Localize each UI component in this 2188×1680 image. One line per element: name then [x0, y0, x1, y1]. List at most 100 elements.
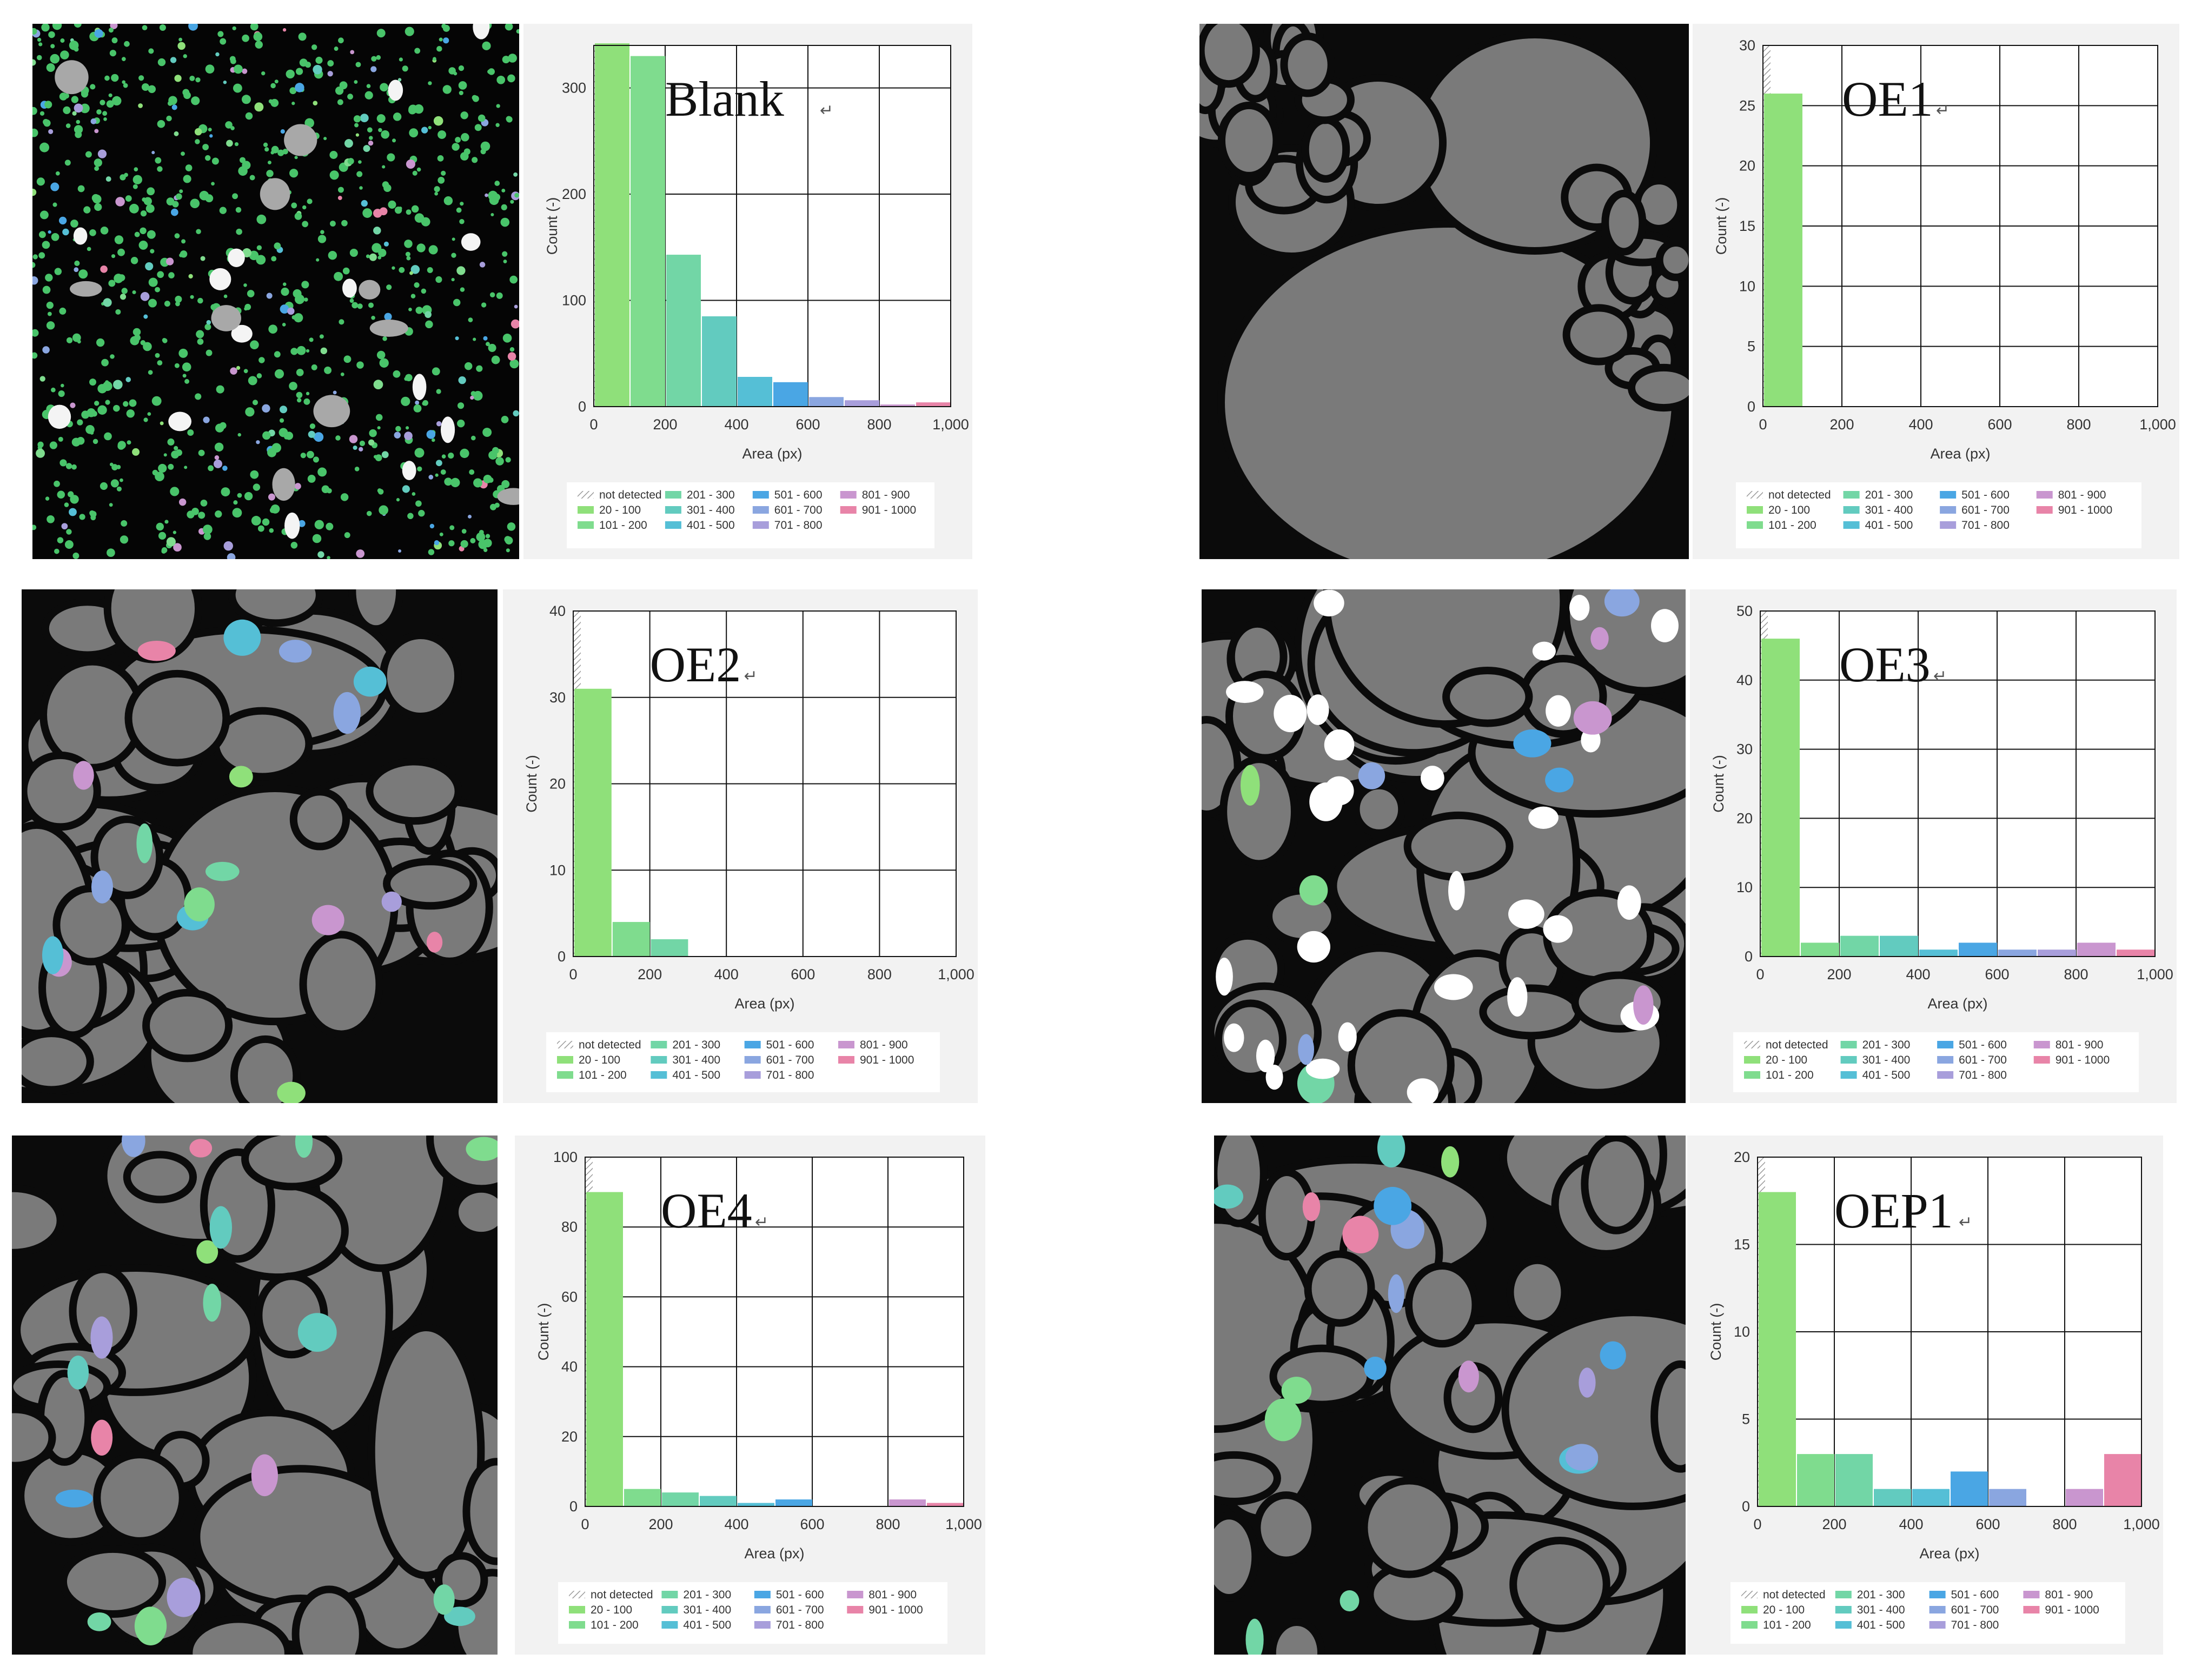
- droplet: [214, 442, 224, 452]
- droplet: [399, 207, 402, 210]
- droplet: [302, 221, 309, 228]
- legend-label: 201 - 300: [1865, 489, 1913, 501]
- legend-swatch: [569, 1621, 585, 1629]
- bubble-cell: [228, 589, 323, 627]
- bubble-cell: [1268, 1618, 1325, 1655]
- droplet: [267, 161, 271, 165]
- droplet: [111, 74, 119, 82]
- droplet: [242, 34, 249, 42]
- legend-swatch: [661, 1591, 678, 1598]
- detected-droplet: [251, 1454, 278, 1497]
- bubble-cell: [1352, 781, 1406, 837]
- droplet: [329, 170, 339, 180]
- droplet: [382, 336, 387, 341]
- droplet: [181, 239, 186, 244]
- bubble-cell: [1501, 1309, 1686, 1510]
- y-tick-label: 0: [578, 399, 586, 415]
- droplet: [208, 465, 214, 472]
- bubble-cell: [366, 758, 462, 825]
- droplet: [32, 188, 37, 196]
- droplet: [356, 361, 364, 369]
- droplet: [377, 426, 381, 430]
- droplet: [338, 37, 344, 44]
- droplet: [115, 309, 121, 315]
- droplet: [247, 290, 255, 297]
- droplet: [457, 420, 465, 428]
- droplet: [380, 83, 388, 92]
- droplet: [132, 328, 141, 336]
- legend-label: 101 - 200: [1768, 519, 1816, 532]
- detected-droplet: [466, 1137, 498, 1161]
- droplet: [441, 170, 446, 176]
- droplet: [368, 439, 375, 446]
- droplet: [257, 525, 264, 532]
- legend-swatch: [1940, 521, 1957, 529]
- droplet: [373, 380, 383, 390]
- droplet: [38, 42, 43, 47]
- droplet: [118, 274, 125, 282]
- droplet: [344, 139, 353, 148]
- detected-droplet: [1338, 1022, 1357, 1052]
- droplet: [45, 496, 50, 501]
- droplet: [62, 228, 69, 236]
- droplet: [339, 319, 344, 325]
- droplet: [316, 258, 320, 262]
- droplet: [85, 151, 92, 158]
- droplet: [166, 115, 172, 122]
- droplet: [215, 423, 224, 433]
- bar-901-1000: [927, 1503, 964, 1506]
- detected-droplet: [1546, 695, 1571, 727]
- bar-901-1000: [2117, 949, 2155, 957]
- droplet: [488, 343, 496, 352]
- droplet: [140, 227, 147, 235]
- droplet: [432, 367, 440, 376]
- droplet: [168, 463, 174, 470]
- x-tick-label: 1,000: [2137, 966, 2173, 982]
- droplet: [496, 75, 506, 84]
- droplet: [145, 262, 154, 271]
- droplet: [52, 202, 57, 207]
- droplet: [375, 414, 383, 421]
- droplet: [148, 48, 154, 54]
- droplet: [364, 91, 373, 99]
- droplet: [353, 445, 357, 450]
- legend-swatch: [665, 491, 681, 499]
- legend-label: 801 - 900: [868, 1589, 917, 1601]
- plot-frame: [573, 610, 957, 957]
- legend-label: 701 - 800: [1959, 1069, 2007, 1081]
- droplet: [92, 194, 102, 204]
- bubble-cell: [462, 1458, 498, 1565]
- legend-label: 501 - 600: [776, 1589, 824, 1601]
- legend-box: [567, 482, 934, 548]
- droplet: [215, 52, 220, 57]
- droplet: [496, 104, 500, 108]
- droplet: [317, 235, 327, 243]
- droplet: [76, 119, 81, 124]
- droplet: [264, 147, 269, 152]
- droplet: [205, 349, 213, 356]
- legend-label: 901 - 1000: [2058, 504, 2112, 516]
- bubble-cell: [1199, 24, 1260, 88]
- droplet: [250, 24, 258, 31]
- droplet: [458, 81, 467, 90]
- x-tick-label: 200: [648, 1516, 673, 1532]
- large-droplet: [73, 227, 88, 245]
- droplet: [428, 549, 435, 555]
- legend-label: 701 - 800: [774, 519, 823, 532]
- y-tick-label: 40: [1736, 672, 1753, 688]
- droplet: [493, 194, 501, 201]
- droplet: [289, 169, 299, 178]
- legend-swatch: [2036, 491, 2053, 499]
- droplet: [72, 552, 79, 559]
- detected-droplet: [1314, 589, 1344, 617]
- droplet: [415, 307, 423, 314]
- droplet: [468, 317, 473, 322]
- detected-droplet: [42, 936, 64, 974]
- droplet: [227, 553, 236, 559]
- return-mark-icon: ↵: [1959, 1213, 1972, 1232]
- droplet: [132, 448, 140, 456]
- droplet: [414, 48, 421, 54]
- detected-droplet: [1600, 1341, 1626, 1370]
- droplet: [439, 37, 443, 42]
- droplet: [473, 390, 483, 401]
